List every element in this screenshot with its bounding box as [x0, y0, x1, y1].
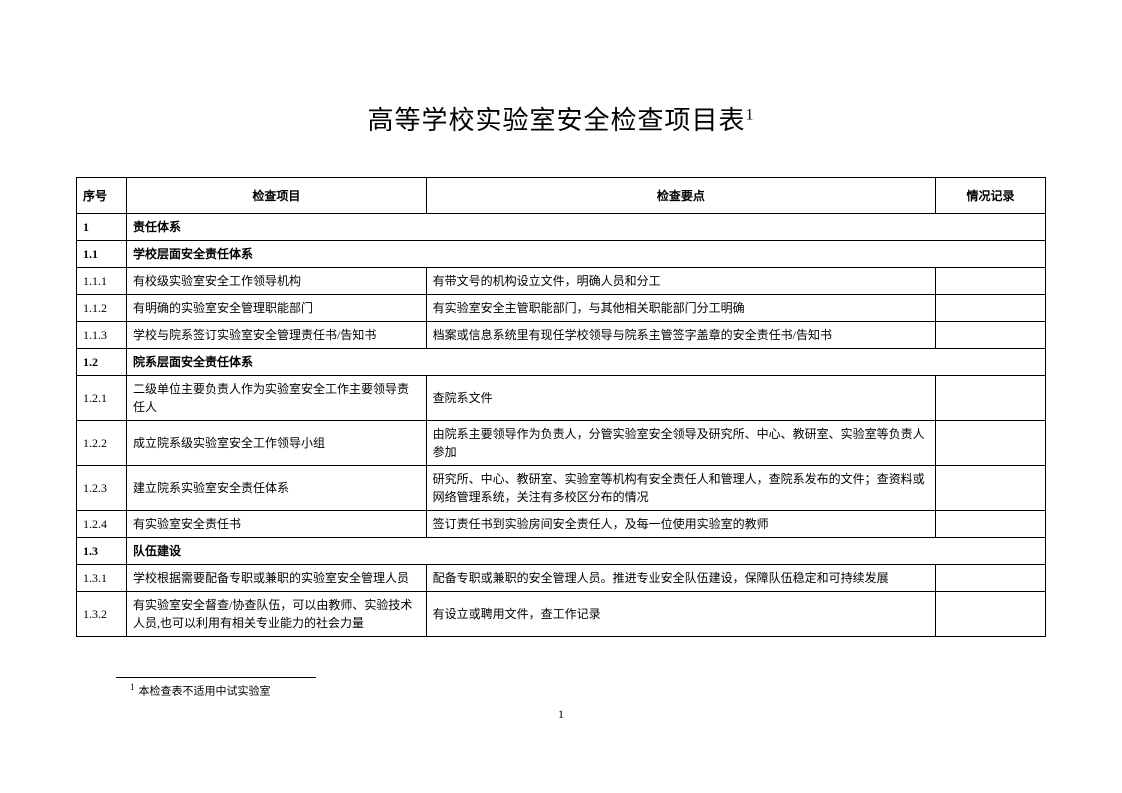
- cell-seq: 1.1.1: [77, 268, 127, 295]
- cell-record: [936, 565, 1046, 592]
- cell-section-text: 责任体系: [126, 214, 1045, 241]
- cell-record: [936, 268, 1046, 295]
- col-header-record: 情况记录: [936, 178, 1046, 214]
- page-number: 1: [40, 707, 1082, 722]
- cell-item: 有明确的实验室安全管理职能部门: [126, 295, 426, 322]
- cell-point: 查院系文件: [426, 376, 935, 421]
- cell-section-text: 学校层面安全责任体系: [126, 241, 1045, 268]
- cell-section-text: 院系层面安全责任体系: [126, 349, 1045, 376]
- table-row: 1.2.3建立院系实验室安全责任体系研究所、中心、教研室、实验室等机构有安全责任…: [77, 466, 1046, 511]
- table-row: 1.3队伍建设: [77, 538, 1046, 565]
- table-row: 1.1.2有明确的实验室安全管理职能部门有实验室安全主管职能部门，与其他相关职能…: [77, 295, 1046, 322]
- footnote-separator: [116, 677, 316, 678]
- inspection-table: 序号 检查项目 检查要点 情况记录 1责任体系1.1学校层面安全责任体系1.1.…: [76, 177, 1046, 637]
- cell-item: 二级单位主要负责人作为实验室安全工作主要领导责任人: [126, 376, 426, 421]
- table-row: 1.2院系层面安全责任体系: [77, 349, 1046, 376]
- cell-item: 有实验室安全责任书: [126, 511, 426, 538]
- cell-seq: 1.2.1: [77, 376, 127, 421]
- col-header-seq: 序号: [77, 178, 127, 214]
- col-header-item: 检查项目: [126, 178, 426, 214]
- cell-point: 有带文号的机构设立文件，明确人员和分工: [426, 268, 935, 295]
- cell-seq: 1: [77, 214, 127, 241]
- cell-record: [936, 322, 1046, 349]
- cell-seq: 1.3.2: [77, 592, 127, 637]
- cell-seq: 1.1.3: [77, 322, 127, 349]
- cell-point: 有实验室安全主管职能部门，与其他相关职能部门分工明确: [426, 295, 935, 322]
- cell-item: 学校根据需要配备专职或兼职的实验室安全管理人员: [126, 565, 426, 592]
- cell-seq: 1.2: [77, 349, 127, 376]
- cell-seq: 1.2.2: [77, 421, 127, 466]
- cell-record: [936, 421, 1046, 466]
- cell-record: [936, 295, 1046, 322]
- cell-point: 签订责任书到实验房间安全责任人，及每一位使用实验室的教师: [426, 511, 935, 538]
- table-row: 1.1.3学校与院系签订实验室安全管理责任书/告知书档案或信息系统里有现任学校领…: [77, 322, 1046, 349]
- footnote-marker: 1: [130, 682, 135, 692]
- footnote: 1 本检查表不适用中试实验室: [130, 682, 1082, 699]
- title-footnote-ref: 1: [746, 106, 755, 123]
- cell-seq: 1.1: [77, 241, 127, 268]
- cell-point: 档案或信息系统里有现任学校领导与院系主管签字盖章的安全责任书/告知书: [426, 322, 935, 349]
- table-row: 1.1.1有校级实验室安全工作领导机构有带文号的机构设立文件，明确人员和分工: [77, 268, 1046, 295]
- cell-item: 有校级实验室安全工作领导机构: [126, 268, 426, 295]
- table-row: 1.2.4有实验室安全责任书签订责任书到实验房间安全责任人，及每一位使用实验室的…: [77, 511, 1046, 538]
- table-row: 1.2.1二级单位主要负责人作为实验室安全工作主要领导责任人查院系文件: [77, 376, 1046, 421]
- cell-seq: 1.2.4: [77, 511, 127, 538]
- table-row: 1.3.2有实验室安全督查/协查队伍，可以由教师、实验技术人员,也可以利用有相关…: [77, 592, 1046, 637]
- table-row: 1.3.1学校根据需要配备专职或兼职的实验室安全管理人员配备专职或兼职的安全管理…: [77, 565, 1046, 592]
- cell-point: 配备专职或兼职的安全管理人员。推进专业安全队伍建设，保障队伍稳定和可持续发展: [426, 565, 935, 592]
- footnote-text: 本检查表不适用中试实验室: [139, 686, 271, 698]
- title-text: 高等学校实验室安全检查项目表: [367, 106, 745, 135]
- table-header-row: 序号 检查项目 检查要点 情况记录: [77, 178, 1046, 214]
- cell-point: 由院系主要领导作为负责人，分管实验室安全领导及研究所、中心、教研室、实验室等负责…: [426, 421, 935, 466]
- cell-record: [936, 511, 1046, 538]
- cell-item: 有实验室安全督查/协查队伍，可以由教师、实验技术人员,也可以利用有相关专业能力的…: [126, 592, 426, 637]
- cell-record: [936, 592, 1046, 637]
- cell-section-text: 队伍建设: [126, 538, 1045, 565]
- col-header-point: 检查要点: [426, 178, 935, 214]
- cell-point: 研究所、中心、教研室、实验室等机构有安全责任人和管理人，查院系发布的文件；查资料…: [426, 466, 935, 511]
- page-title: 高等学校实验室安全检查项目表1: [40, 100, 1082, 137]
- cell-seq: 1.1.2: [77, 295, 127, 322]
- cell-item: 建立院系实验室安全责任体系: [126, 466, 426, 511]
- cell-record: [936, 466, 1046, 511]
- cell-seq: 1.3.1: [77, 565, 127, 592]
- cell-seq: 1.3: [77, 538, 127, 565]
- table-row: 1.2.2成立院系级实验室安全工作领导小组由院系主要领导作为负责人，分管实验室安…: [77, 421, 1046, 466]
- cell-item: 学校与院系签订实验室安全管理责任书/告知书: [126, 322, 426, 349]
- cell-record: [936, 376, 1046, 421]
- table-row: 1.1学校层面安全责任体系: [77, 241, 1046, 268]
- cell-seq: 1.2.3: [77, 466, 127, 511]
- table-row: 1责任体系: [77, 214, 1046, 241]
- cell-item: 成立院系级实验室安全工作领导小组: [126, 421, 426, 466]
- cell-point: 有设立或聘用文件，查工作记录: [426, 592, 935, 637]
